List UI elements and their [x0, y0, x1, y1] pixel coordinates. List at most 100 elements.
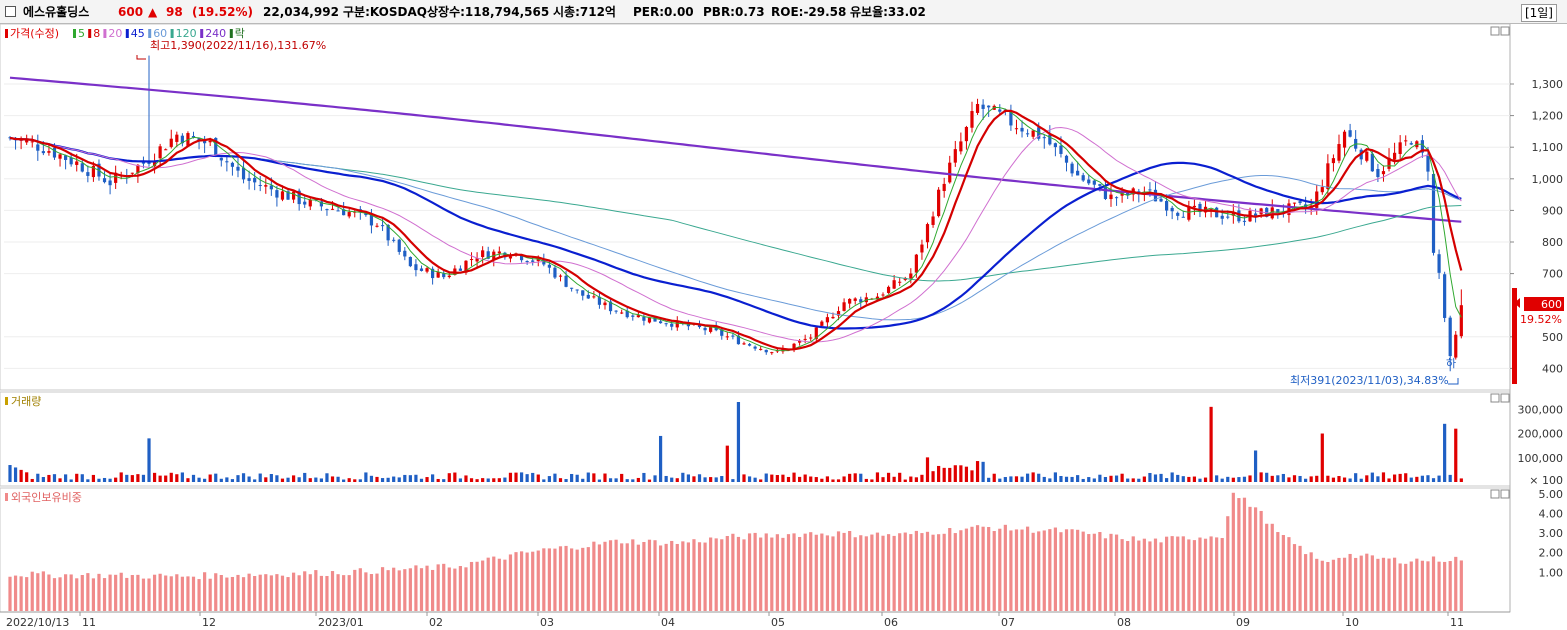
- foreign-ratio-bar: [191, 576, 196, 611]
- foreign-panel-buttons[interactable]: [1490, 489, 1510, 499]
- candle-body: [564, 275, 568, 287]
- volume-bar: [1326, 475, 1330, 482]
- candle-body: [264, 185, 268, 187]
- candle-body: [1253, 213, 1258, 216]
- foreign-ratio-bar: [1426, 561, 1430, 611]
- foreign-ratio-bar: [570, 548, 574, 611]
- volume-bar: [191, 474, 196, 482]
- date-axis: 2022/10/13 11 12 2023/01 02 03 04 05 06 07 08 09 10 1…: [0, 611, 1510, 629]
- candle-body: [1315, 191, 1319, 208]
- today-range-bar: [1512, 288, 1517, 384]
- foreign-ratio-bar: [1331, 559, 1336, 611]
- foreign-ratio-bar: [608, 540, 613, 611]
- volume-bar: [436, 478, 440, 482]
- candle-body: [1404, 140, 1408, 142]
- foreign-ratio-bar: [1253, 507, 1258, 611]
- candle-body: [603, 302, 607, 306]
- foreign-ratio-bar: [314, 570, 318, 611]
- volume-bar: [392, 476, 396, 482]
- foreign-ratio-bar: [8, 576, 12, 611]
- price-panel[interactable]: [0, 24, 1511, 391]
- volume-bar: [1120, 473, 1124, 482]
- price-panel-buttons[interactable]: [1490, 26, 1510, 36]
- volume-bar: [586, 472, 590, 482]
- x-tick-label: 04: [661, 616, 675, 629]
- volume-bar: [714, 477, 718, 482]
- candle-body: [658, 321, 663, 324]
- close-panel-button[interactable]: [1500, 26, 1510, 36]
- foreign-ratio-bar: [992, 531, 996, 611]
- foreign-ratio-bar: [214, 573, 218, 611]
- candle-body: [269, 185, 273, 190]
- foreign-ratio-bar: [1131, 536, 1135, 611]
- volume-bar: [1103, 476, 1108, 482]
- candle-body: [920, 244, 924, 253]
- volume-bar: [1365, 475, 1369, 482]
- candle-body: [1420, 140, 1424, 153]
- volume-panel-buttons[interactable]: [1490, 393, 1510, 403]
- volume-bar: [419, 478, 424, 482]
- volume-bar: [1426, 475, 1430, 482]
- price-tick-label: 1,100: [1532, 141, 1564, 154]
- per-value: PER:0.00: [633, 5, 694, 19]
- volume-bar: [230, 479, 235, 482]
- foreign-ratio-bar: [736, 536, 741, 611]
- volume-bar: [948, 467, 952, 482]
- foreign-ratio-bar: [864, 536, 868, 611]
- foreign-ratio-bar: [875, 532, 880, 611]
- candle-body: [469, 259, 474, 261]
- candle-body: [558, 275, 563, 277]
- legend-label: 240: [205, 27, 226, 40]
- volume-bar: [1320, 433, 1324, 482]
- volume-bar: [753, 477, 757, 482]
- candle-body: [369, 213, 374, 226]
- candle-body: [136, 164, 140, 174]
- minimize-panel-button[interactable]: [1490, 393, 1500, 403]
- candle-body: [102, 178, 107, 183]
- candle-body: [970, 111, 974, 128]
- foreign-ratio-bar: [431, 569, 435, 611]
- candle-body: [1387, 157, 1391, 169]
- select-checkbox[interactable]: [5, 6, 16, 17]
- volume-bar: [269, 473, 273, 482]
- volume-bar: [692, 476, 696, 482]
- volume-bar: [136, 474, 140, 482]
- volume-bar: [1431, 478, 1436, 482]
- x-tick-label: 09: [1236, 616, 1250, 629]
- candle-body: [8, 137, 12, 139]
- foreign-ratio-bar: [1365, 553, 1369, 611]
- volume-bar: [503, 477, 507, 482]
- foreign-ratio-bar: [1298, 545, 1302, 611]
- foreign-ratio-bar: [1053, 527, 1057, 611]
- legend-label: 20: [108, 27, 122, 40]
- candle-body: [475, 258, 479, 262]
- volume-bar: [258, 473, 262, 482]
- minimize-panel-button[interactable]: [1490, 26, 1500, 36]
- minimize-panel-button[interactable]: [1490, 489, 1500, 499]
- close-panel-button[interactable]: [1500, 489, 1510, 499]
- volume-tick-label: 100,000: [1518, 452, 1564, 465]
- foreign-ratio-bar: [775, 534, 779, 611]
- period-selector[interactable]: [1일]: [1520, 4, 1557, 22]
- volume-bar: [264, 477, 268, 482]
- candle-body: [1431, 173, 1436, 253]
- foreign-ratio-bar: [525, 552, 529, 611]
- foreign-ratio-bar: [903, 532, 907, 611]
- candle-body: [336, 210, 340, 212]
- foreign-ratio-bar: [914, 530, 918, 611]
- volume-panel[interactable]: [0, 391, 1511, 487]
- foreign-ratio-bar: [1142, 538, 1146, 611]
- candle-body: [959, 141, 963, 152]
- volume-bar: [1437, 475, 1441, 482]
- foreign-ratio-bar: [1265, 523, 1269, 611]
- candle-body: [325, 209, 329, 211]
- candle-body: [1025, 133, 1030, 135]
- volume-bar: [870, 479, 874, 482]
- foreign-ratio-bar: [97, 573, 101, 611]
- volume-bar: [1237, 477, 1241, 482]
- roe-value: ROE:-29.58: [771, 5, 847, 19]
- close-panel-button[interactable]: [1500, 393, 1510, 403]
- volume-bar: [1114, 475, 1119, 482]
- pbr-value: PBR:0.73: [703, 5, 765, 19]
- volume-bar: [91, 474, 96, 482]
